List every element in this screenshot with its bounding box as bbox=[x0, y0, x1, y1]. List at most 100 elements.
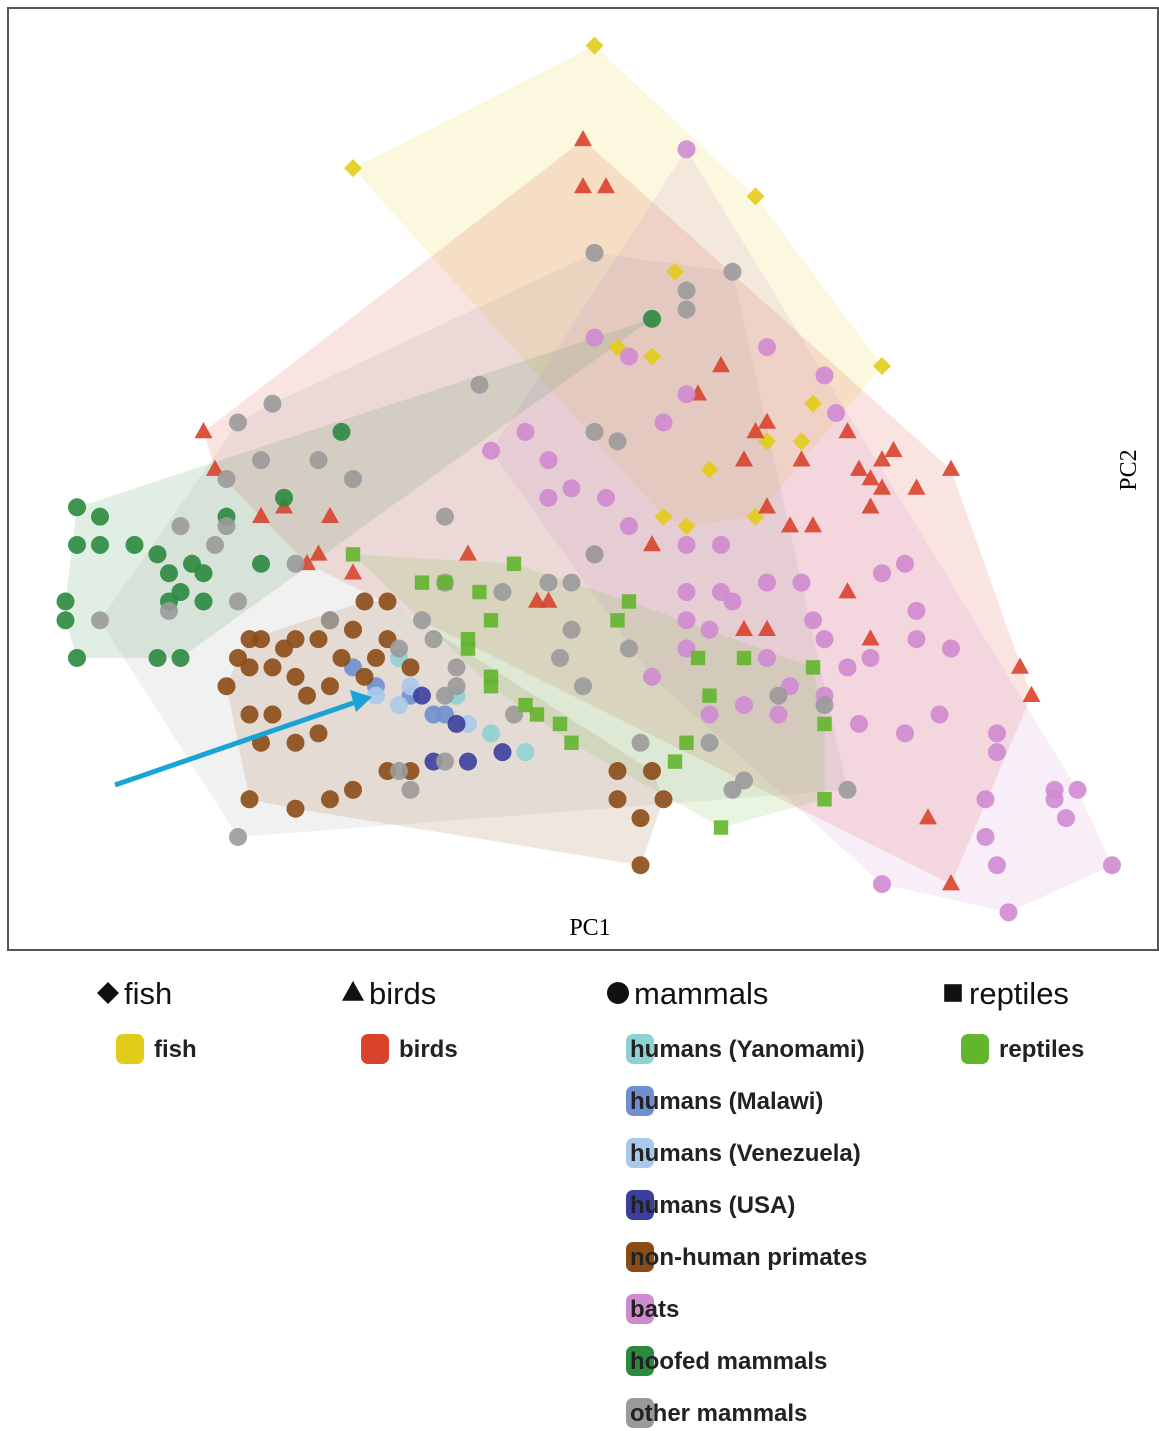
point bbox=[677, 583, 696, 602]
point bbox=[873, 875, 891, 894]
point bbox=[620, 639, 638, 658]
point bbox=[631, 809, 650, 828]
point bbox=[516, 422, 535, 441]
legend-label: non-human primates bbox=[630, 1244, 867, 1271]
point bbox=[769, 705, 788, 724]
point bbox=[976, 790, 995, 809]
point bbox=[91, 535, 109, 554]
point bbox=[654, 507, 673, 526]
point bbox=[68, 648, 86, 667]
point bbox=[460, 641, 476, 656]
legend-marker bbox=[342, 980, 364, 1001]
point bbox=[68, 535, 86, 554]
point bbox=[470, 375, 489, 394]
point bbox=[286, 733, 305, 752]
legend-group-title: fish bbox=[124, 976, 172, 1011]
point bbox=[781, 516, 799, 533]
point bbox=[838, 780, 857, 799]
legend-group-title: mammals bbox=[634, 976, 768, 1011]
point bbox=[942, 459, 960, 476]
point bbox=[792, 432, 811, 451]
legend-label: humans (Venezuela) bbox=[630, 1140, 861, 1167]
point bbox=[620, 347, 638, 366]
point bbox=[367, 686, 385, 705]
point bbox=[712, 535, 730, 554]
point bbox=[608, 432, 627, 451]
point bbox=[930, 705, 949, 724]
legend-label: humans (Malawi) bbox=[630, 1088, 823, 1115]
point bbox=[850, 459, 868, 476]
legend-swatch bbox=[626, 1190, 654, 1220]
human-arrow bbox=[114, 697, 363, 788]
x-axis-label: PC1 bbox=[569, 915, 610, 941]
point bbox=[217, 677, 236, 696]
legend-marker bbox=[607, 982, 629, 1004]
point bbox=[631, 733, 650, 752]
point bbox=[229, 413, 247, 432]
point bbox=[229, 592, 247, 611]
point bbox=[447, 677, 466, 696]
point bbox=[91, 507, 109, 526]
point bbox=[585, 36, 604, 55]
point bbox=[1045, 790, 1064, 809]
point bbox=[194, 592, 213, 611]
point bbox=[907, 478, 926, 495]
point bbox=[988, 743, 1006, 762]
point bbox=[390, 639, 408, 658]
legend-group-title: reptiles bbox=[969, 976, 1069, 1011]
point bbox=[459, 544, 477, 561]
point bbox=[838, 658, 857, 677]
point bbox=[309, 630, 328, 649]
point bbox=[643, 347, 661, 366]
point bbox=[735, 696, 753, 715]
point bbox=[390, 696, 408, 715]
legend-label: hoofed mammals bbox=[630, 1348, 827, 1375]
point bbox=[1057, 809, 1075, 828]
legend-swatch bbox=[626, 1346, 654, 1376]
point bbox=[148, 648, 167, 667]
legend-label: birds bbox=[399, 1036, 458, 1063]
legend-marker bbox=[944, 984, 962, 1002]
point bbox=[493, 743, 512, 762]
point bbox=[702, 688, 717, 703]
point bbox=[861, 497, 880, 514]
point bbox=[758, 648, 776, 667]
point bbox=[585, 243, 604, 262]
legend-label: reptiles bbox=[999, 1036, 1084, 1063]
point bbox=[286, 630, 305, 649]
point bbox=[804, 611, 822, 630]
point bbox=[758, 412, 776, 429]
legend-swatch bbox=[626, 1294, 654, 1324]
point bbox=[585, 422, 604, 441]
point bbox=[746, 187, 765, 206]
legend-group-title: birds bbox=[369, 976, 436, 1011]
point bbox=[217, 470, 236, 488]
point bbox=[539, 451, 558, 470]
legend-swatch bbox=[626, 1398, 654, 1428]
point bbox=[896, 724, 914, 743]
point bbox=[562, 479, 581, 498]
point bbox=[263, 658, 282, 677]
legend-label: fish bbox=[154, 1036, 197, 1063]
point bbox=[690, 650, 706, 666]
point bbox=[240, 705, 259, 724]
point bbox=[769, 686, 788, 705]
point bbox=[344, 780, 362, 799]
point bbox=[436, 752, 454, 771]
point bbox=[988, 724, 1006, 743]
point bbox=[447, 714, 466, 733]
point bbox=[286, 667, 305, 686]
hull bbox=[491, 149, 1112, 913]
point bbox=[976, 827, 995, 846]
point bbox=[401, 780, 420, 799]
point bbox=[148, 545, 167, 564]
point bbox=[564, 735, 579, 750]
point bbox=[424, 630, 443, 649]
point bbox=[552, 716, 568, 732]
point bbox=[551, 648, 569, 667]
legend: fish fish birds birds mammals humans (Yanomam… bbox=[97, 976, 1084, 1428]
legend-label: other mammals bbox=[630, 1400, 807, 1427]
legend-label: humans (Yanomami) bbox=[630, 1036, 865, 1063]
point bbox=[252, 451, 270, 470]
